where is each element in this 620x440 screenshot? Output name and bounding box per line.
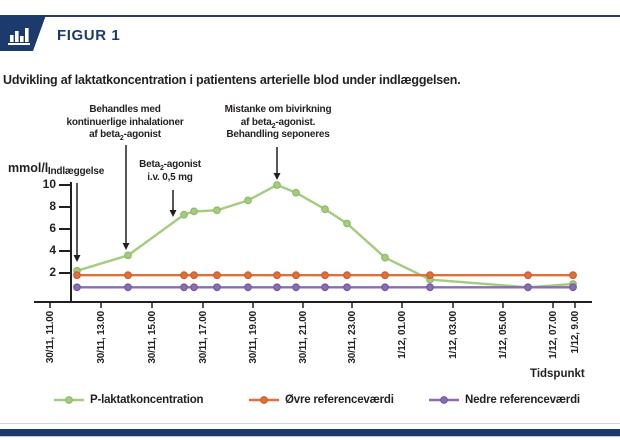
top-rule xyxy=(0,15,620,17)
series-nedre-referencev-rdi xyxy=(73,283,577,292)
data-point xyxy=(381,283,389,292)
legend-item: P-laktatkoncentration xyxy=(53,392,204,408)
data-point xyxy=(569,283,577,292)
figure-title: Udvikling af laktatkoncentration i patie… xyxy=(3,73,461,87)
axes xyxy=(34,182,592,308)
data-point xyxy=(180,271,188,280)
data-point xyxy=(180,210,188,219)
legend: P-laktatkoncentration Øvre referenceværdi… xyxy=(0,392,620,410)
data-point xyxy=(273,181,281,189)
data-point xyxy=(190,207,198,216)
data-point xyxy=(524,283,532,292)
annotation-arrow xyxy=(169,190,177,217)
figure-label: FIGUR 1 xyxy=(57,27,121,44)
annotation-arrow xyxy=(273,147,281,180)
data-point xyxy=(73,283,81,292)
data-point xyxy=(569,271,577,280)
data-point xyxy=(244,271,252,280)
legend-item: Øvre referenceværdi xyxy=(248,392,394,408)
data-point xyxy=(343,283,351,292)
data-point xyxy=(244,196,252,205)
series--vre-referencev-rdi xyxy=(73,271,577,280)
legend-marker xyxy=(249,396,279,404)
bottom-edge xyxy=(0,436,620,437)
data-point xyxy=(343,219,351,228)
data-point xyxy=(381,253,389,262)
data-point xyxy=(321,283,329,292)
legend-item: Nedre referenceværdi xyxy=(428,392,580,408)
data-point xyxy=(524,271,532,280)
data-point xyxy=(426,271,434,280)
data-point xyxy=(73,271,81,280)
data-point xyxy=(190,271,198,280)
data-point xyxy=(426,283,434,292)
legend-marker xyxy=(54,396,84,404)
bottom-hairline xyxy=(0,423,620,424)
data-point xyxy=(381,271,389,280)
annotation-arrow xyxy=(73,183,81,262)
data-point xyxy=(190,283,198,292)
data-point xyxy=(124,271,132,280)
bar-chart-icon xyxy=(8,28,30,45)
legend-label: Nedre referenceværdi xyxy=(465,394,580,406)
data-point xyxy=(124,251,132,260)
data-point xyxy=(292,271,300,280)
data-point xyxy=(321,271,329,280)
data-point xyxy=(213,206,221,215)
data-point xyxy=(244,283,252,292)
data-point xyxy=(213,271,221,280)
bottom-bar xyxy=(0,429,620,436)
data-point xyxy=(273,271,281,280)
legend-label: Øvre referenceværdi xyxy=(285,394,394,406)
data-point xyxy=(213,283,221,292)
figure-badge xyxy=(0,15,46,51)
data-point xyxy=(321,205,329,214)
annotation-arrow xyxy=(122,145,130,250)
data-point xyxy=(180,283,188,292)
data-point xyxy=(343,271,351,280)
data-point xyxy=(124,283,132,292)
data-point xyxy=(292,283,300,292)
legend-marker xyxy=(429,396,459,404)
legend-label: P-laktatkoncentration xyxy=(90,394,204,406)
data-point xyxy=(292,188,300,197)
data-point xyxy=(273,283,281,292)
